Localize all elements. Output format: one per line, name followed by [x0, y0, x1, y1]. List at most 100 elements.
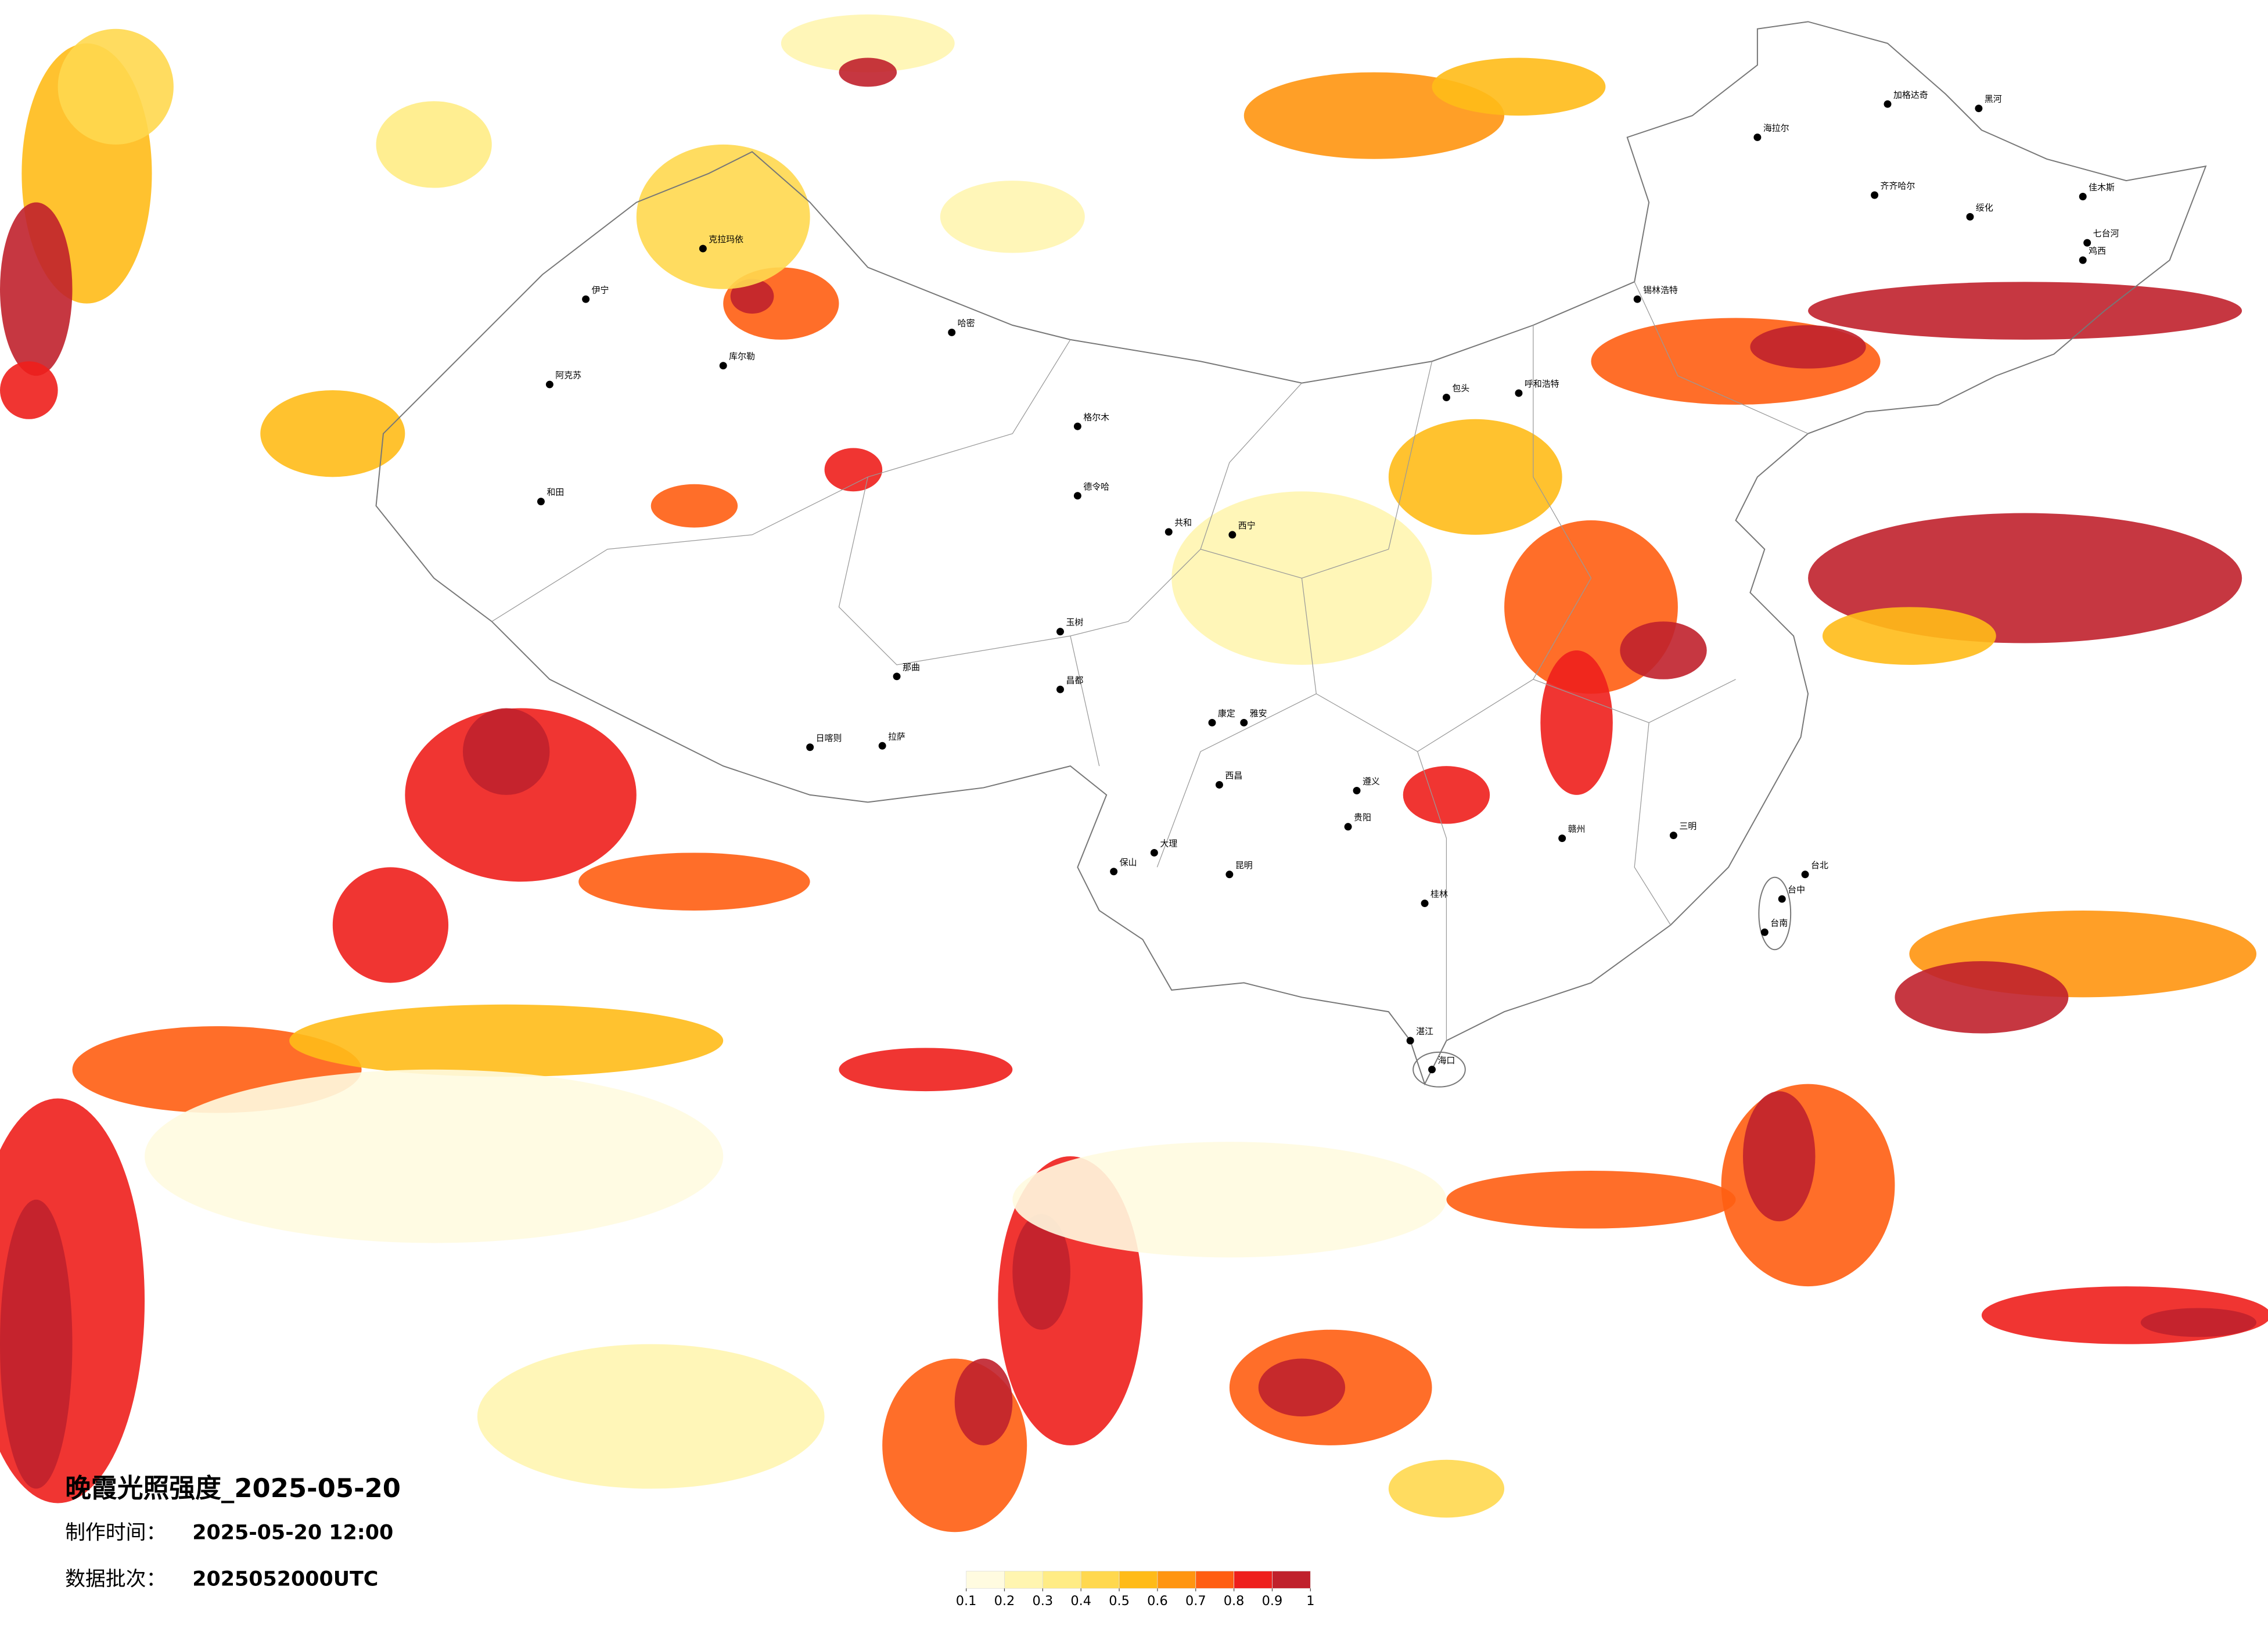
- heat-patch: [839, 57, 897, 87]
- city-label: 库尔勒: [729, 351, 755, 362]
- heat-patch: [145, 1069, 724, 1243]
- city-dot: [1056, 685, 1064, 693]
- heat-patch: [1258, 1358, 1346, 1417]
- city-label: 雅安: [1250, 708, 1267, 719]
- legend-swatch: [1042, 1571, 1081, 1589]
- city-dot: [1966, 213, 1974, 221]
- map-title: 晚霞光照强度_2025-05-20: [65, 1473, 401, 1503]
- legend-swatch: [1004, 1571, 1043, 1589]
- hainan-border: [1412, 1051, 1466, 1088]
- legend-swatch: [1119, 1571, 1158, 1589]
- city-dot: [1884, 100, 1892, 108]
- heat-patch: [0, 361, 58, 419]
- heat-patch: [824, 448, 883, 492]
- heat-layer: [0, 14, 2268, 1533]
- legend-swatch: [1195, 1571, 1234, 1589]
- heat-patch: [1742, 1091, 1816, 1222]
- city-dot: [1073, 492, 1081, 500]
- city-label: 三明: [1679, 821, 1696, 832]
- city-label: 昌都: [1066, 675, 1083, 685]
- city-dot: [1344, 823, 1352, 831]
- country-border: [375, 21, 2207, 1086]
- heat-patch: [1432, 57, 1606, 116]
- city-label: 黑河: [1985, 94, 2002, 105]
- city-label: 绥化: [1976, 202, 1993, 213]
- city-label: 大理: [1160, 839, 1177, 849]
- city-label: 佳木斯: [2089, 182, 2115, 193]
- city-dot: [1150, 848, 1158, 857]
- city-dot: [1760, 928, 1769, 936]
- heat-patch: [405, 708, 637, 882]
- heat-patch: [636, 144, 810, 289]
- heat-patch: [477, 1344, 825, 1489]
- city-label: 保山: [1120, 857, 1137, 868]
- city-dot: [582, 295, 590, 303]
- city-dot: [2079, 193, 2087, 200]
- city-dot: [806, 743, 814, 751]
- city-label: 海口: [1437, 1055, 1455, 1066]
- city-label: 和田: [547, 487, 564, 498]
- city-label: 湛江: [1416, 1026, 1433, 1037]
- city-label: 那曲: [903, 662, 920, 672]
- city-dot: [1778, 895, 1786, 903]
- city-dot: [1228, 531, 1237, 539]
- made-time: 2025-05-20 12:00: [192, 1521, 393, 1545]
- heat-patch: [376, 101, 492, 188]
- heat-patch: [839, 1048, 1013, 1092]
- heat-patch: [1750, 325, 1866, 369]
- city-label: 台中: [1788, 884, 1805, 895]
- heat-patch: [1540, 650, 1613, 795]
- city-dot: [878, 742, 886, 750]
- city-label: 西昌: [1225, 771, 1242, 781]
- city-dot: [1428, 1066, 1436, 1074]
- heat-patch: [1388, 419, 1562, 535]
- city-dot: [1442, 393, 1450, 401]
- heat-patch: [781, 14, 955, 73]
- city-label: 海拉尔: [1763, 123, 1789, 134]
- heat-patch: [730, 279, 774, 314]
- heat-patch: [1808, 282, 2242, 340]
- province-borders: [491, 282, 1809, 1041]
- city-dot: [1225, 870, 1234, 879]
- heat-patch: [1403, 766, 1490, 824]
- city-dot: [1421, 900, 1429, 908]
- heat-patch: [332, 867, 449, 983]
- city-dot: [1801, 870, 1809, 879]
- legend-tick-label: 0.7: [1185, 1593, 1206, 1609]
- heat-patch: [1012, 1142, 1447, 1258]
- heat-patch: [1446, 1171, 1736, 1229]
- city-dot: [545, 380, 553, 388]
- city-label: 西宁: [1238, 520, 1256, 531]
- city-label: 昆明: [1235, 860, 1253, 870]
- city-label: 锡林浩特: [1643, 285, 1678, 295]
- heat-patch: [462, 708, 550, 795]
- city-label: 哈密: [958, 318, 975, 329]
- city-label: 伊宁: [592, 285, 609, 295]
- heat-patch: [1012, 1214, 1070, 1330]
- city-label: 台北: [1811, 860, 1828, 870]
- city-label: 呼和浩特: [1525, 379, 1559, 389]
- legend-tick-label: 0.5: [1109, 1593, 1130, 1609]
- city-dot: [1753, 133, 1762, 141]
- city-dot: [1215, 780, 1223, 789]
- legend-swatch: [1157, 1571, 1196, 1589]
- city-dot: [699, 244, 707, 253]
- city-dot: [1406, 1037, 1414, 1045]
- heat-patch: [260, 390, 405, 477]
- city-dot: [1056, 628, 1064, 636]
- city-label: 共和: [1174, 517, 1192, 528]
- city-dot: [1110, 868, 1118, 876]
- batch-label: 数据批次：: [65, 1567, 166, 1591]
- batch: 2025052000UTC: [192, 1567, 378, 1591]
- legend-tick-label: 0.3: [1033, 1593, 1054, 1609]
- legend-swatch: [1080, 1571, 1120, 1589]
- heat-patch: [578, 852, 810, 911]
- city-label: 加格达奇: [1893, 89, 1928, 100]
- heat-patch: [2140, 1308, 2257, 1337]
- made-label: 制作时间：: [65, 1521, 166, 1545]
- city-dot: [1871, 191, 1879, 199]
- legend-tick-label: 0.1: [956, 1593, 977, 1609]
- city-dot: [1558, 834, 1566, 843]
